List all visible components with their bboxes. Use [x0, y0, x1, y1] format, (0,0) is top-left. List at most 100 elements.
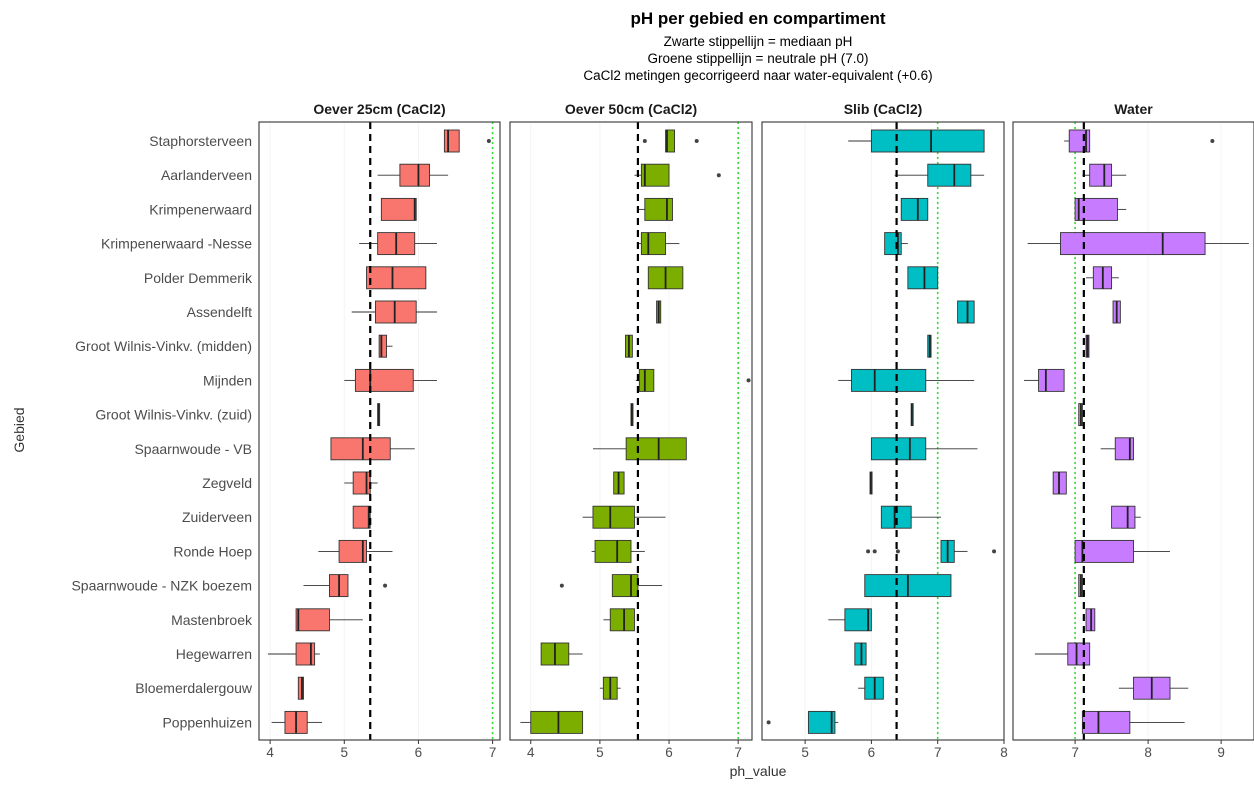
box-aarlanderveen	[894, 163, 985, 187]
box-groot-wilnis-vinkv-midden	[927, 334, 932, 358]
box-bloemerdalergouw	[297, 676, 304, 700]
chart-title: pH per gebied en compartiment	[630, 9, 885, 28]
box-iqr	[644, 197, 673, 221]
box-staphorsterveen	[848, 129, 985, 153]
y-tick-label-polder-demmerik: Polder Demmerik	[144, 270, 253, 286]
box-staphorsterveen	[443, 129, 491, 153]
x-tick-label: 7	[734, 745, 742, 760]
outlier-point	[895, 549, 900, 554]
box-iqr	[1111, 505, 1136, 529]
box-iqr	[640, 232, 667, 256]
outlier-point	[992, 549, 997, 554]
box-iqr	[1114, 437, 1134, 461]
box-assendelft	[957, 300, 975, 324]
box-aarlanderveen	[634, 163, 721, 187]
box-mastenbroek	[295, 608, 363, 632]
x-tick-label: 7	[489, 745, 497, 760]
panel-slib-cacl2: Slib (CaCl2) 5 6 7 8	[761, 96, 1008, 760]
box-iqr	[380, 197, 417, 221]
x-tick-label: 6	[415, 745, 423, 760]
panel-strip	[259, 96, 500, 122]
box-iqr	[1067, 642, 1091, 666]
box-polder-demmerik	[1086, 266, 1119, 290]
box-iqr	[366, 266, 427, 290]
y-tick-label-assendelft: Assendelft	[187, 304, 252, 320]
outlier-point	[866, 549, 871, 554]
box-iqr	[870, 129, 985, 153]
y-tick-label-staphorsterveen: Staphorsterveen	[149, 133, 252, 149]
box-groot-wilnis-vinkv-zuid	[1078, 403, 1083, 427]
x-tick-label: 7	[934, 745, 942, 760]
box-iqr	[625, 437, 687, 461]
box-ronde-hoep	[1074, 539, 1171, 563]
box-zegveld	[344, 471, 378, 495]
box-bloemerdalergouw	[1118, 676, 1189, 700]
box-zuiderveen	[582, 505, 666, 529]
outlier-point	[486, 139, 491, 143]
box-hegewarren	[267, 642, 320, 666]
box-iqr	[1081, 710, 1131, 734]
box-zuiderveen	[352, 505, 371, 529]
box-iqr	[399, 163, 431, 187]
y-tick-label-spaarnwoude-vb: Spaarnwoude - VB	[134, 441, 252, 457]
chart-subtitle-line-3: CaCl2 metingen gecorrigeerd naar water-e…	[583, 68, 932, 83]
box-iqr	[611, 574, 639, 598]
y-tick-label-groot-wilnis-vinkv-zuid: Groot Wilnis-Vinkv. (zuid)	[95, 407, 252, 423]
chart-subtitle-line-2: Groene stippellijn = neutrale pH (7.0)	[648, 51, 869, 66]
box-mastenbroek	[828, 608, 872, 632]
box-krimpenerwaard-nesse	[884, 232, 908, 256]
box-iqr	[900, 197, 929, 221]
box-iqr	[1060, 232, 1206, 256]
outlier-point	[766, 720, 771, 725]
box-iqr	[295, 608, 330, 632]
x-tick-label: 5	[801, 745, 809, 760]
box-iqr	[378, 334, 387, 358]
box-mijnden	[838, 368, 975, 392]
box-poppenhuizen	[520, 710, 584, 734]
x-tick-label: 8	[1000, 745, 1008, 760]
box-polder-demmerik	[907, 266, 939, 290]
outlier-point	[746, 378, 751, 383]
x-axis-label: ph_value	[730, 763, 787, 779]
box-zegveld	[1052, 471, 1067, 495]
y-tick-label-aarlanderveen: Aarlanderveen	[161, 167, 252, 183]
box-hegewarren	[540, 642, 583, 666]
box-krimpenerwaard-nesse	[637, 232, 680, 256]
y-tick-label-ronde-hoep: Ronde Hoep	[173, 543, 252, 559]
outlier-point	[694, 139, 699, 143]
box-iqr	[1089, 163, 1113, 187]
y-tick-label-poppenhuizen: Poppenhuizen	[162, 714, 252, 730]
box-iqr	[594, 539, 632, 563]
panel-strip-label: Slib (CaCl2)	[844, 101, 923, 117]
box-groot-wilnis-vinkv-zuid	[630, 403, 634, 427]
y-tick-label-mastenbroek: Mastenbroek	[171, 612, 253, 628]
box-groot-wilnis-vinkv-zuid	[377, 403, 381, 427]
y-tick-label-groot-wilnis-vinkv-midden: Groot Wilnis-Vinkv. (midden)	[75, 338, 252, 354]
box-ronde-hoep	[591, 539, 645, 563]
box-spaarnwoude-nzk-boezem	[559, 574, 663, 598]
box-iqr	[851, 368, 927, 392]
box-krimpenerwaard-nesse	[1027, 232, 1249, 256]
x-tick-label: 7	[1071, 745, 1079, 760]
panel-strip	[510, 96, 752, 122]
box-iqr	[352, 471, 371, 495]
outlier-point	[642, 139, 647, 143]
box-ronde-hoep	[866, 539, 997, 563]
box-krimpenerwaard-nesse	[359, 232, 437, 256]
box-polder-demmerik	[366, 266, 427, 290]
box-iqr	[443, 129, 460, 153]
box-zuiderveen	[1111, 505, 1141, 529]
box-hegewarren	[854, 642, 867, 666]
y-tick-label-hegewarren: Hegewarren	[176, 646, 252, 662]
y-tick-label-krimpenerwaard: Krimpenerwaard	[149, 201, 252, 217]
box-iqr	[927, 163, 972, 187]
x-tick-label: 9	[1217, 745, 1225, 760]
box-iqr	[330, 437, 391, 461]
x-tick-label: 8	[1144, 745, 1152, 760]
panel-oever-50cm-cacl2: Oever 50cm (CaCl2) 4 5 6 7	[509, 96, 753, 760]
box-iqr	[297, 676, 304, 700]
outlier-point	[716, 173, 721, 178]
